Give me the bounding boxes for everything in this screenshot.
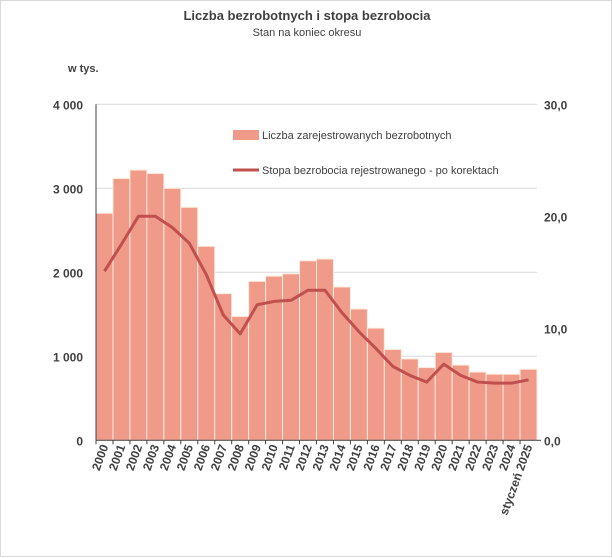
chart-title: Liczba bezrobotnych i stopa bezrobocia [183,8,431,23]
bar [367,328,384,440]
chart-subtitle: Stan na koniec okresu [253,27,362,39]
bar [333,287,350,440]
legend-label-bars: Liczba zarejestrowanych bezrobotnych [262,130,452,142]
bar [350,309,367,440]
bar [113,179,130,441]
y-tick-left: 3 000 [53,182,83,196]
legend-label-line: Stopa bezrobocia rejestrowanego - po kor… [262,165,499,177]
bar [96,213,113,440]
bar [130,170,147,440]
y-tick-left: 0 [76,434,83,448]
bar [317,259,334,440]
y-tick-right: 10,0 [544,322,568,336]
y-axis-left-label: w tys. [67,63,99,75]
bar [384,349,401,440]
y-tick-right: 20,0 [544,210,568,224]
y-tick-right: 0,0 [544,434,561,448]
y-tick-left: 1 000 [53,350,83,364]
y-tick-left: 4 000 [53,98,83,112]
legend-swatch-bars [233,130,259,140]
bar [147,174,164,441]
y-tick-right: 30,0 [544,98,568,112]
bar [300,261,317,441]
y-tick-left: 2 000 [53,266,83,280]
